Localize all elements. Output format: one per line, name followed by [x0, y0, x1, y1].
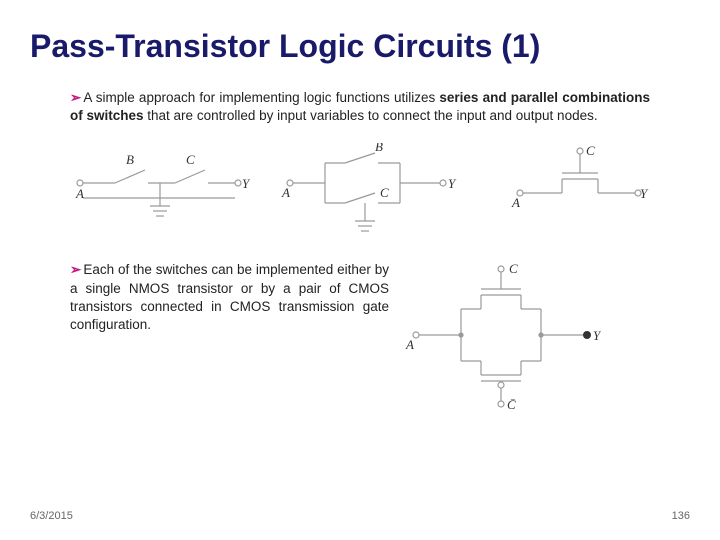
figure-series-switches: A B C Y — [70, 148, 250, 238]
label-C2: C — [380, 185, 389, 200]
label-C: C — [186, 152, 195, 167]
label-B2: B — [375, 143, 383, 154]
label-A4: A — [405, 337, 414, 352]
second-block: ➢Each of the switches can be implemented… — [70, 261, 650, 411]
label-A2: A — [281, 185, 290, 200]
figure-nmos-pass: C A Y — [510, 143, 650, 243]
slide-title: Pass-Transistor Logic Circuits (1) — [30, 28, 690, 65]
figure-transmission-gate: C A Y C̄ — [401, 261, 601, 411]
bullet-icon: ➢ — [70, 90, 81, 105]
p2-bold: CMOS transmission gate — [230, 299, 389, 314]
p2-post: configuration. — [70, 317, 151, 332]
label-B: B — [126, 152, 134, 167]
label-Y: Y — [242, 176, 250, 191]
figure-row-1: A B C Y — [70, 143, 650, 243]
label-A3: A — [511, 195, 520, 210]
p1-post: that are controlled by input variables t… — [144, 108, 598, 123]
label-C4: C — [509, 261, 518, 276]
figure-parallel-switches: A B C Y — [280, 143, 460, 243]
label-Y2: Y — [448, 176, 457, 191]
label-Cbar: C̄ — [507, 397, 516, 411]
label-A: A — [75, 186, 84, 201]
label-Y4: Y — [593, 328, 601, 343]
footer-page-number: 136 — [672, 510, 690, 522]
footer-date: 6/3/2015 — [30, 510, 73, 522]
label-Y3: Y — [640, 186, 649, 201]
label-C3: C — [586, 143, 595, 158]
paragraph-2: ➢Each of the switches can be implemented… — [70, 261, 389, 411]
p1-pre: A simple approach for implementing logic… — [83, 90, 439, 105]
paragraph-1: ➢A simple approach for implementing logi… — [70, 89, 650, 125]
bullet-icon-2: ➢ — [70, 262, 81, 277]
